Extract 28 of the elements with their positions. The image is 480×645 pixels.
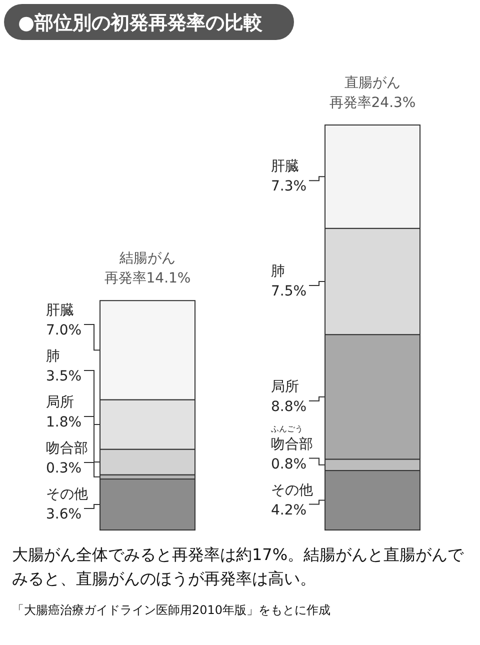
text: 吻合部 [46,440,88,457]
series-label: 局所 [271,378,299,395]
chart-title: ●部位別の初発再発率の比較 [18,12,264,34]
total-label: 再発率24.3% [329,95,416,111]
data-label: 0.3% [46,460,82,477]
text: 肝臓 [271,158,299,175]
data-label: 7.0% [46,322,82,339]
text: 大腸がん全体でみると再発率は約17%。結腸がんと直腸がんでみると、直腸がんのほうが再発率は高い。 [12,545,465,588]
data-label: 4.2% [271,502,307,518]
annotation: ふんごう [270,424,303,434]
data-label: 7.5% [271,283,307,300]
data-label: 0.8% [271,456,307,472]
data-label: 8.8% [271,398,307,415]
total-label: 再発率14.1% [104,270,191,287]
text: 肺 [46,348,60,365]
x-tick-label: 直腸がん [344,75,400,91]
x-tick-label: 結腸がん [118,250,176,267]
text: 肺 [271,263,285,280]
text: 「大腸癌治療ガイドライン医師用2010年版」をもとに作成 [12,603,331,617]
series-label: その他 [46,486,88,503]
text: その他 [271,482,313,498]
text: 局所 [46,394,74,411]
data-label: 3.5% [46,368,82,385]
data-label: 7.3% [271,178,307,195]
data-label: 3.6% [46,506,82,523]
data-label: 1.8% [46,414,82,431]
series-label: 肝臓 [46,302,74,319]
series-label: 吻合部 [271,436,313,452]
